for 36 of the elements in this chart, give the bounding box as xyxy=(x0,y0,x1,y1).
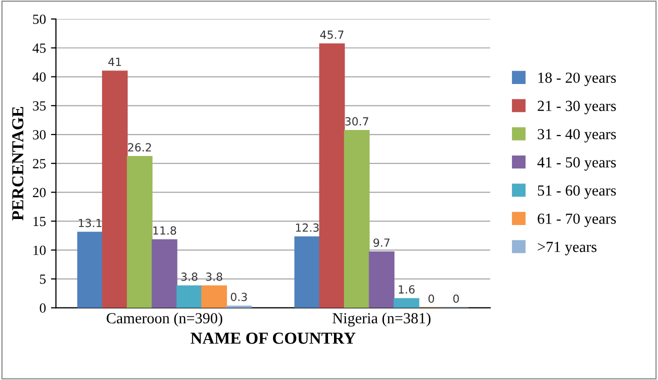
data-label: 41 xyxy=(108,58,121,66)
legend-label: 51 - 60 years xyxy=(538,185,616,199)
data-label: 30.7 xyxy=(345,117,368,126)
y-tick-label: 45 xyxy=(32,44,46,53)
data-label: 0 xyxy=(428,294,434,303)
x-tick-label: Nigeria (n=381) xyxy=(332,312,430,327)
legend-label: 31 - 40 years xyxy=(538,128,616,142)
data-label: 12.3 xyxy=(296,223,319,232)
data-label: 45.7 xyxy=(320,30,344,39)
y-tick-label: 5 xyxy=(40,274,46,284)
y-tick-label: 0 xyxy=(40,303,46,313)
legend-label: 41 - 50 years xyxy=(537,157,616,171)
y-tick-label: 30 xyxy=(32,130,46,140)
y-axis-title: PERCENTAGE xyxy=(12,106,24,220)
data-label: 26.2 xyxy=(128,143,151,152)
y-tick-label: 35 xyxy=(32,101,46,111)
legend-label: 21 - 30 years xyxy=(538,100,616,114)
y-tick-label: 40 xyxy=(32,72,46,82)
legend-label: >71 years xyxy=(538,242,596,256)
y-tick-label: 25 xyxy=(32,159,46,168)
x-tick-label: Cameroon (n=390) xyxy=(106,312,222,327)
data-label: 0 xyxy=(453,294,459,303)
y-tick-label: 20 xyxy=(32,188,46,198)
legend-label: 61 - 70 years xyxy=(538,214,616,228)
y-tick-label: 15 xyxy=(34,216,46,226)
data-label: 3.8 xyxy=(181,272,198,281)
data-label: 1.6 xyxy=(398,285,415,294)
y-tick-label: 50 xyxy=(33,14,46,24)
data-label: 3.8 xyxy=(206,272,222,281)
y-tick-label: 10 xyxy=(34,246,46,255)
data-label: 9.7 xyxy=(374,238,390,247)
data-label: 11.8 xyxy=(153,226,176,235)
x-axis-title: NAME OF COUNTRY xyxy=(190,332,356,344)
legend-label: 18 - 20 years xyxy=(538,72,616,86)
data-label: 0.3 xyxy=(230,292,247,302)
data-label: 13.1 xyxy=(78,218,102,228)
